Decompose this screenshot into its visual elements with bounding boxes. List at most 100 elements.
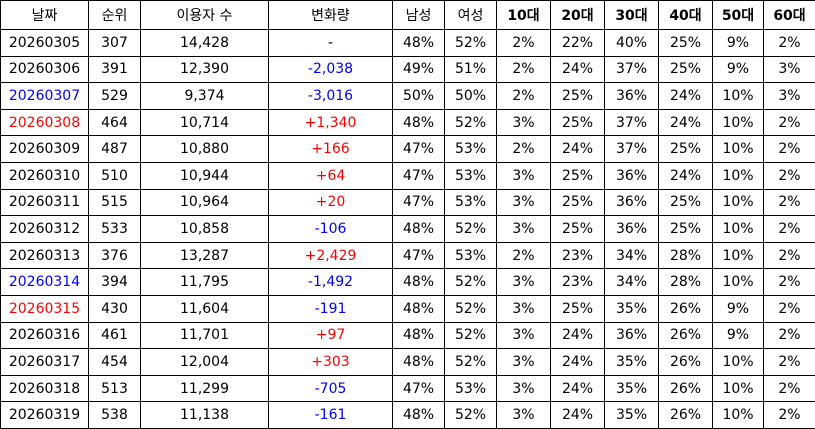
cell-rank: 529 — [89, 83, 141, 110]
header-age-20s: 20대 — [551, 1, 605, 30]
cell-male: 48% — [393, 402, 445, 429]
cell-age-10s: 3% — [497, 375, 551, 402]
cell-male: 48% — [393, 322, 445, 349]
cell-age-50s: 10% — [713, 189, 764, 216]
cell-users: 11,604 — [141, 295, 269, 322]
cell-male: 48% — [393, 216, 445, 243]
cell-age-60s: 2% — [764, 30, 815, 57]
cell-users: 12,004 — [141, 349, 269, 376]
cell-male: 49% — [393, 56, 445, 83]
cell-age-50s: 9% — [713, 56, 764, 83]
cell-age-20s: 22% — [551, 30, 605, 57]
cell-rank: 513 — [89, 375, 141, 402]
cell-age-60s: 3% — [764, 83, 815, 110]
cell-age-30s: 35% — [605, 402, 659, 429]
cell-male: 48% — [393, 30, 445, 57]
cell-age-60s: 2% — [764, 242, 815, 269]
cell-age-30s: 35% — [605, 295, 659, 322]
cell-rank: 430 — [89, 295, 141, 322]
cell-male: 48% — [393, 349, 445, 376]
cell-users: 14,428 — [141, 30, 269, 57]
cell-age-10s: 2% — [497, 30, 551, 57]
cell-female: 52% — [445, 30, 497, 57]
cell-age-60s: 2% — [764, 136, 815, 163]
cell-users: 12,390 — [141, 56, 269, 83]
cell-age-20s: 25% — [551, 295, 605, 322]
cell-age-20s: 25% — [551, 83, 605, 110]
cell-rank: 487 — [89, 136, 141, 163]
cell-date: 20260309 — [1, 136, 89, 163]
cell-age-10s: 3% — [497, 216, 551, 243]
cell-age-40s: 26% — [659, 375, 713, 402]
cell-date: 20260316 — [1, 322, 89, 349]
cell-male: 48% — [393, 269, 445, 296]
cell-rank: 454 — [89, 349, 141, 376]
cell-age-50s: 10% — [713, 216, 764, 243]
cell-age-30s: 37% — [605, 136, 659, 163]
cell-change: - — [269, 30, 393, 57]
cell-male: 47% — [393, 162, 445, 189]
cell-female: 53% — [445, 242, 497, 269]
cell-change: -1,492 — [269, 269, 393, 296]
cell-change: +303 — [269, 349, 393, 376]
cell-users: 10,944 — [141, 162, 269, 189]
cell-users: 13,287 — [141, 242, 269, 269]
cell-age-60s: 3% — [764, 56, 815, 83]
cell-female: 52% — [445, 109, 497, 136]
cell-users: 10,714 — [141, 109, 269, 136]
cell-date: 20260313 — [1, 242, 89, 269]
cell-users: 11,701 — [141, 322, 269, 349]
cell-age-10s: 3% — [497, 162, 551, 189]
cell-age-20s: 25% — [551, 162, 605, 189]
cell-age-10s: 2% — [497, 136, 551, 163]
cell-age-40s: 25% — [659, 189, 713, 216]
header-change: 변화량 — [269, 1, 393, 30]
cell-age-50s: 10% — [713, 269, 764, 296]
cell-age-30s: 36% — [605, 162, 659, 189]
cell-age-40s: 24% — [659, 109, 713, 136]
cell-age-20s: 24% — [551, 375, 605, 402]
cell-age-60s: 2% — [764, 402, 815, 429]
cell-age-50s: 10% — [713, 162, 764, 189]
cell-users: 9,374 — [141, 83, 269, 110]
cell-date: 20260310 — [1, 162, 89, 189]
cell-male: 50% — [393, 83, 445, 110]
cell-age-50s: 9% — [713, 30, 764, 57]
cell-female: 53% — [445, 136, 497, 163]
header-female: 여성 — [445, 1, 497, 30]
cell-age-10s: 3% — [497, 109, 551, 136]
header-age-10s: 10대 — [497, 1, 551, 30]
cell-change: -705 — [269, 375, 393, 402]
cell-change: +64 — [269, 162, 393, 189]
cell-female: 52% — [445, 216, 497, 243]
cell-age-40s: 24% — [659, 83, 713, 110]
header-age-40s: 40대 — [659, 1, 713, 30]
cell-change: -191 — [269, 295, 393, 322]
cell-age-30s: 37% — [605, 56, 659, 83]
cell-age-40s: 26% — [659, 349, 713, 376]
cell-date: 20260319 — [1, 402, 89, 429]
cell-date: 20260311 — [1, 189, 89, 216]
cell-age-10s: 3% — [497, 349, 551, 376]
cell-male: 47% — [393, 189, 445, 216]
cell-age-40s: 28% — [659, 242, 713, 269]
cell-age-30s: 35% — [605, 349, 659, 376]
cell-age-10s: 3% — [497, 295, 551, 322]
cell-date: 20260317 — [1, 349, 89, 376]
cell-age-20s: 25% — [551, 216, 605, 243]
cell-date: 20260306 — [1, 56, 89, 83]
cell-age-30s: 34% — [605, 269, 659, 296]
cell-age-60s: 2% — [764, 216, 815, 243]
cell-age-20s: 25% — [551, 189, 605, 216]
cell-age-30s: 37% — [605, 109, 659, 136]
cell-age-50s: 10% — [713, 136, 764, 163]
cell-date: 20260315 — [1, 295, 89, 322]
header-age-60s: 60대 — [764, 1, 815, 30]
cell-age-50s: 10% — [713, 109, 764, 136]
cell-age-30s: 34% — [605, 242, 659, 269]
